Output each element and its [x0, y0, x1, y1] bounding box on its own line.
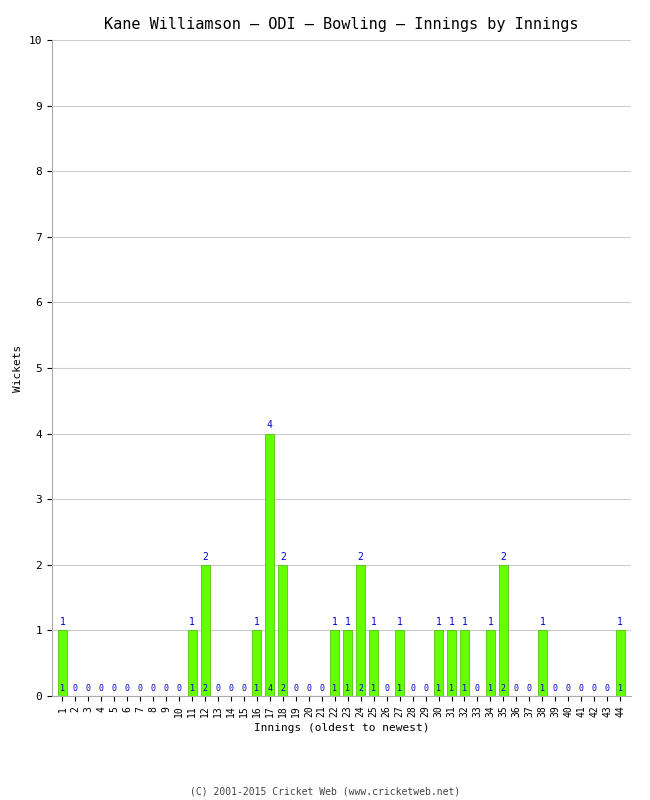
Text: 1: 1	[397, 684, 402, 693]
Text: 1: 1	[345, 684, 350, 693]
Bar	[434, 630, 443, 696]
Text: 0: 0	[151, 684, 155, 693]
Text: 1: 1	[371, 684, 376, 693]
Text: 1: 1	[618, 617, 623, 627]
Bar	[538, 630, 547, 696]
Bar	[252, 630, 261, 696]
Text: 0: 0	[73, 684, 78, 693]
Text: 0: 0	[604, 684, 610, 693]
Text: 0: 0	[578, 684, 584, 693]
Text: 0: 0	[552, 684, 558, 693]
Text: 0: 0	[306, 684, 311, 693]
Title: Kane Williamson – ODI – Bowling – Innings by Innings: Kane Williamson – ODI – Bowling – Inning…	[104, 17, 578, 32]
Text: 1: 1	[618, 684, 623, 693]
Text: 1: 1	[488, 684, 493, 693]
Text: 0: 0	[164, 684, 168, 693]
Bar	[188, 630, 196, 696]
Bar	[356, 565, 365, 696]
Text: 1: 1	[436, 617, 441, 627]
Text: 0: 0	[229, 684, 233, 693]
Text: 1: 1	[60, 684, 65, 693]
Bar	[330, 630, 339, 696]
Text: 1: 1	[448, 617, 454, 627]
Text: 2: 2	[358, 551, 363, 562]
Text: 0: 0	[112, 684, 117, 693]
Text: 1: 1	[254, 684, 259, 693]
Text: 0: 0	[86, 684, 91, 693]
Bar	[447, 630, 456, 696]
Text: 1: 1	[462, 684, 467, 693]
Bar	[616, 630, 625, 696]
Text: 1: 1	[436, 684, 441, 693]
Text: 0: 0	[241, 684, 246, 693]
Text: 1: 1	[190, 684, 194, 693]
Text: 1: 1	[370, 617, 376, 627]
Text: 0: 0	[293, 684, 298, 693]
Text: 1: 1	[449, 684, 454, 693]
Text: 1: 1	[540, 684, 545, 693]
Text: 4: 4	[267, 684, 272, 693]
Bar	[265, 434, 274, 696]
Text: 0: 0	[384, 684, 389, 693]
Bar	[278, 565, 287, 696]
Bar	[499, 565, 508, 696]
Text: 4: 4	[267, 420, 273, 430]
Text: 0: 0	[99, 684, 104, 693]
Text: 0: 0	[423, 684, 428, 693]
Text: 2: 2	[358, 684, 363, 693]
Bar	[58, 630, 67, 696]
Bar	[460, 630, 469, 696]
Text: 1: 1	[540, 617, 545, 627]
Text: 0: 0	[514, 684, 519, 693]
Text: 2: 2	[501, 684, 506, 693]
Text: 2: 2	[500, 551, 506, 562]
Text: 1: 1	[254, 617, 260, 627]
Text: 1: 1	[189, 617, 195, 627]
Text: 1: 1	[59, 617, 65, 627]
Text: 1: 1	[332, 684, 337, 693]
Text: 0: 0	[125, 684, 130, 693]
Text: (C) 2001-2015 Cricket Web (www.cricketweb.net): (C) 2001-2015 Cricket Web (www.cricketwe…	[190, 786, 460, 796]
Text: 0: 0	[319, 684, 324, 693]
Y-axis label: Wickets: Wickets	[13, 344, 23, 392]
Text: 0: 0	[592, 684, 597, 693]
Text: 0: 0	[410, 684, 415, 693]
Text: 0: 0	[475, 684, 480, 693]
Text: 0: 0	[138, 684, 143, 693]
Bar	[200, 565, 209, 696]
Text: 1: 1	[344, 617, 350, 627]
Text: 2: 2	[202, 551, 208, 562]
Bar	[343, 630, 352, 696]
Text: 2: 2	[203, 684, 207, 693]
Text: 0: 0	[177, 684, 181, 693]
Bar	[395, 630, 404, 696]
X-axis label: Innings (oldest to newest): Innings (oldest to newest)	[254, 723, 429, 733]
Text: 1: 1	[488, 617, 493, 627]
Bar	[486, 630, 495, 696]
Text: 2: 2	[280, 684, 285, 693]
Text: 1: 1	[332, 617, 338, 627]
Text: 2: 2	[280, 551, 286, 562]
Text: 0: 0	[527, 684, 532, 693]
Bar	[369, 630, 378, 696]
Text: 1: 1	[396, 617, 402, 627]
Text: 1: 1	[462, 617, 467, 627]
Text: 0: 0	[566, 684, 571, 693]
Text: 0: 0	[216, 684, 220, 693]
